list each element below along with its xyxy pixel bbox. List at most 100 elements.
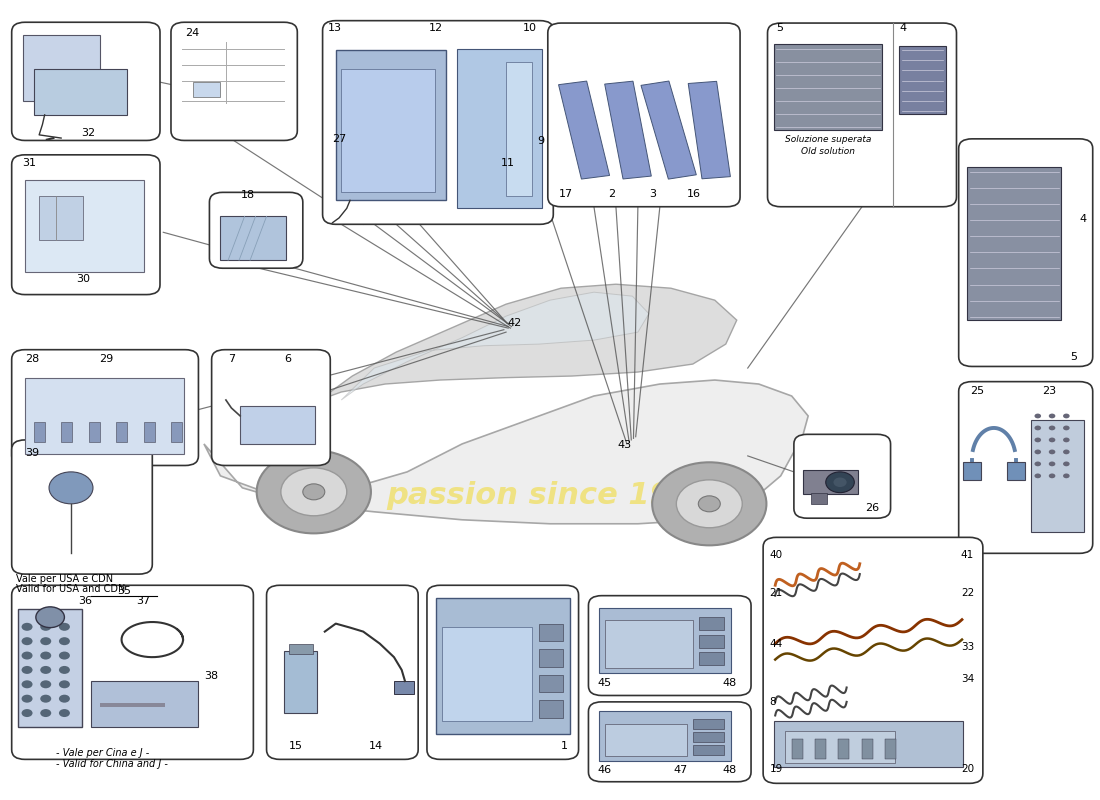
Text: 48: 48: [723, 678, 737, 687]
Text: 40: 40: [770, 550, 783, 560]
Bar: [605, 724, 688, 756]
Circle shape: [1063, 462, 1069, 466]
Circle shape: [59, 709, 70, 717]
Bar: [1006, 462, 1024, 480]
Circle shape: [36, 607, 65, 628]
Bar: [341, 69, 434, 192]
Text: 1: 1: [561, 742, 568, 751]
Bar: [785, 730, 895, 762]
Circle shape: [652, 462, 767, 546]
FancyBboxPatch shape: [588, 702, 751, 782]
Bar: [116, 422, 127, 442]
FancyBboxPatch shape: [427, 586, 579, 759]
Circle shape: [1048, 462, 1055, 466]
Circle shape: [22, 680, 33, 688]
Circle shape: [1063, 450, 1069, 454]
Bar: [774, 44, 882, 130]
FancyBboxPatch shape: [170, 22, 297, 141]
Circle shape: [1063, 414, 1069, 418]
Bar: [900, 46, 946, 114]
Bar: [964, 462, 981, 480]
Bar: [220, 216, 286, 260]
Circle shape: [698, 496, 720, 512]
Circle shape: [50, 472, 94, 504]
Polygon shape: [641, 81, 696, 179]
Text: Soluzione superata: Soluzione superata: [784, 135, 871, 145]
Text: 5: 5: [777, 22, 783, 33]
Text: 46: 46: [597, 766, 612, 775]
Text: 47: 47: [673, 766, 688, 775]
Text: 10: 10: [522, 22, 537, 33]
Bar: [539, 624, 563, 641]
Text: 26: 26: [866, 503, 880, 514]
Text: 37: 37: [136, 596, 151, 606]
Text: - Vale per Cina e J -: - Vale per Cina e J -: [56, 748, 148, 758]
Bar: [838, 738, 849, 759]
Bar: [442, 627, 532, 721]
Bar: [100, 702, 165, 707]
Text: 20: 20: [961, 764, 974, 774]
Text: 5: 5: [1070, 352, 1077, 362]
Circle shape: [59, 680, 70, 688]
Bar: [812, 494, 827, 504]
FancyBboxPatch shape: [211, 350, 330, 466]
Circle shape: [59, 637, 70, 645]
Circle shape: [1063, 438, 1069, 442]
Text: 29: 29: [100, 354, 113, 364]
Text: 16: 16: [688, 189, 702, 198]
Polygon shape: [319, 284, 737, 400]
Circle shape: [1048, 438, 1055, 442]
Circle shape: [41, 623, 52, 630]
Bar: [774, 721, 964, 767]
Text: 12: 12: [429, 22, 443, 33]
Bar: [600, 711, 732, 761]
Text: 21: 21: [770, 588, 783, 598]
Circle shape: [1048, 450, 1055, 454]
Circle shape: [1034, 426, 1041, 430]
Bar: [23, 35, 100, 101]
Bar: [539, 674, 563, 692]
Bar: [62, 422, 73, 442]
Bar: [34, 422, 45, 442]
Bar: [506, 62, 532, 196]
Bar: [693, 745, 724, 754]
Circle shape: [1063, 426, 1069, 430]
Text: 25: 25: [970, 386, 983, 396]
Text: 32: 32: [81, 128, 96, 138]
Bar: [861, 738, 872, 759]
Text: 2: 2: [608, 189, 615, 198]
Text: 11: 11: [500, 158, 515, 169]
Bar: [539, 700, 563, 718]
Bar: [34, 69, 126, 115]
Circle shape: [256, 450, 371, 534]
Bar: [19, 610, 82, 727]
Bar: [40, 196, 84, 240]
Text: 31: 31: [23, 158, 36, 169]
FancyBboxPatch shape: [794, 434, 891, 518]
Circle shape: [1048, 414, 1055, 418]
Text: 41: 41: [961, 550, 975, 560]
Text: 3: 3: [649, 189, 656, 198]
Bar: [693, 732, 724, 742]
Bar: [456, 49, 542, 208]
Circle shape: [22, 651, 33, 659]
Bar: [394, 681, 414, 694]
Text: 45: 45: [597, 678, 612, 687]
FancyBboxPatch shape: [959, 382, 1092, 554]
Circle shape: [1034, 450, 1041, 454]
Bar: [792, 738, 803, 759]
Text: 7: 7: [228, 354, 235, 364]
Circle shape: [22, 637, 33, 645]
FancyBboxPatch shape: [588, 596, 751, 695]
FancyBboxPatch shape: [12, 22, 159, 141]
Text: 4: 4: [900, 22, 906, 33]
Text: 39: 39: [25, 447, 39, 458]
Polygon shape: [559, 81, 609, 179]
Text: passion since 1946: passion since 1946: [386, 482, 714, 510]
Text: 28: 28: [25, 354, 40, 364]
Bar: [1031, 420, 1084, 532]
Bar: [803, 470, 858, 494]
Polygon shape: [341, 292, 649, 400]
Bar: [89, 422, 100, 442]
Text: 17: 17: [559, 189, 573, 198]
